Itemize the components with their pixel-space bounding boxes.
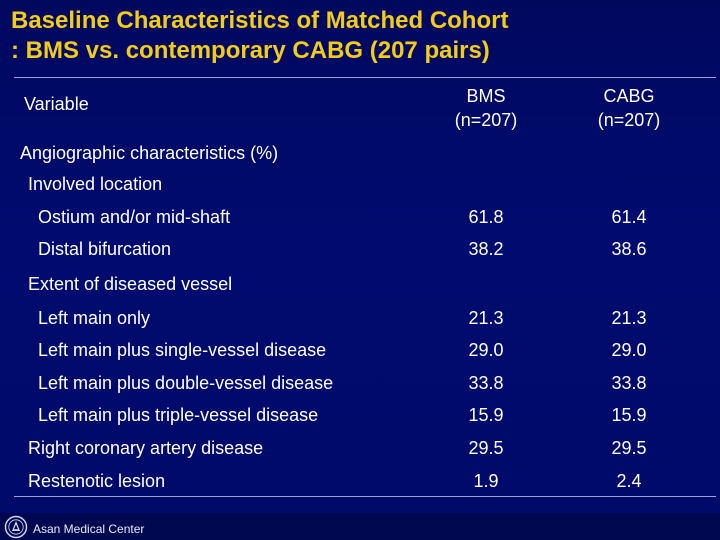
table-row: Left main only 21.3 21.3 [0,306,720,330]
row-label: Distal bifurcation [38,239,172,259]
row-label: Extent of diseased vessel [28,274,233,294]
cabg-value: 29.5 [611,438,647,458]
table-top-rule [14,77,716,78]
bms-value: 21.3 [468,308,504,328]
slide-title-line-1: Baseline Characteristics of Matched Coho… [11,7,509,34]
row-label: Restenotic lesion [28,471,166,491]
column-header-cabg-title: CABG [603,86,655,106]
table-row: Distal bifurcation 38.2 38.6 [0,237,720,261]
cabg-value: 15.9 [611,405,647,425]
cabg-value: 21.3 [611,308,647,328]
column-header-bms: BMS (n=207) [421,84,551,132]
row-label: Involved location [28,174,163,194]
bms-value: 38.2 [468,239,504,259]
bms-value: 15.9 [468,405,504,425]
cabg-value: 29.0 [611,340,647,360]
column-header-bms-title: BMS [466,86,506,106]
bms-value: 29.5 [468,438,504,458]
cabg-value: 38.6 [611,239,647,259]
row-label: Left main plus double-vessel disease [38,373,334,393]
row-label: Angiographic characteristics (%) [20,143,279,163]
organization-name: Asan Medical Center [33,522,145,536]
cabg-value: 61.4 [611,207,647,227]
cabg-value: 2.4 [616,471,642,491]
slide-title-line-2: : BMS vs. contemporary CABG (207 pairs) [11,37,490,64]
column-header-cabg-count: (n=207) [597,110,661,130]
row-label: Right coronary artery disease [28,438,264,458]
table-row: Left main plus triple-vessel disease 15.… [0,403,720,427]
slide-title: Baseline Characteristics of Matched Coho… [11,6,711,66]
table-row-subsection-involved-location: Involved location [0,172,720,196]
column-header-cabg: CABG (n=207) [564,84,694,132]
table-row: Ostium and/or mid-shaft 61.8 61.4 [0,205,720,229]
bms-value: 61.8 [468,207,504,227]
table-row-subsection-extent: Extent of diseased vessel [0,272,720,296]
cabg-value: 33.8 [611,373,647,393]
table-row: Left main plus double-vessel disease 33.… [0,371,720,395]
table-row: Restenotic lesion 1.9 2.4 [0,469,720,493]
table-bottom-rule [14,496,716,497]
row-label: Left main plus triple-vessel disease [38,405,319,425]
table-row: Right coronary artery disease 29.5 29.5 [0,436,720,460]
bms-value: 29.0 [468,340,504,360]
row-label: Ostium and/or mid-shaft [38,207,231,227]
row-label: Left main only [38,308,151,328]
table-row: Left main plus single-vessel disease 29.… [0,338,720,362]
column-header-bms-count: (n=207) [454,110,518,130]
bms-value: 33.8 [468,373,504,393]
bms-value: 1.9 [473,471,499,491]
row-label: Left main plus single-vessel disease [38,340,327,360]
footer-bar: Asan Medical Center [0,513,720,540]
asan-medical-center-logo-icon [4,515,28,539]
column-header-variable: Variable [24,94,89,114]
table-row-section-angiographic: Angiographic characteristics (%) [0,141,720,165]
